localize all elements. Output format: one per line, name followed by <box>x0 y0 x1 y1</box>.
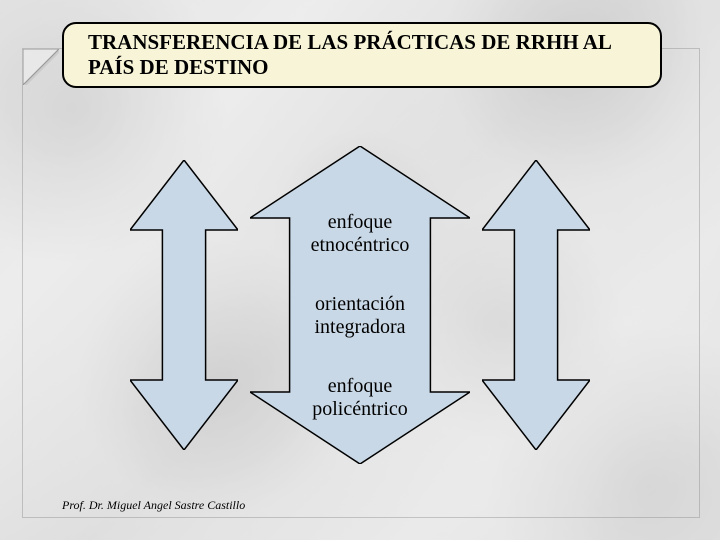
label-top-line1: enfoque <box>328 211 392 233</box>
label-mid-line1: orientación <box>315 293 405 315</box>
page-turn-corner-icon <box>23 49 59 85</box>
label-bot-line1: enfoque <box>328 375 392 397</box>
label-enfoque-policentrico: enfoque policéntrico <box>240 375 480 421</box>
double-arrow-right <box>482 160 590 450</box>
label-bot-line2: policéntrico <box>312 398 408 420</box>
double-arrow-left <box>130 160 238 450</box>
label-orientacion-integradora: orientación integradora <box>240 293 480 339</box>
label-mid-line2: integradora <box>314 316 405 338</box>
title-box: TRANSFERENCIA DE LAS PRÁCTICAS DE RRHH A… <box>62 22 662 88</box>
label-enfoque-etnocentrico: enfoque etnocéntrico <box>240 211 480 257</box>
label-top-line2: etnocéntrico <box>311 234 410 256</box>
footer-author: Prof. Dr. Miguel Angel Sastre Castillo <box>62 498 245 513</box>
title-text: TRANSFERENCIA DE LAS PRÁCTICAS DE RRHH A… <box>88 30 636 80</box>
